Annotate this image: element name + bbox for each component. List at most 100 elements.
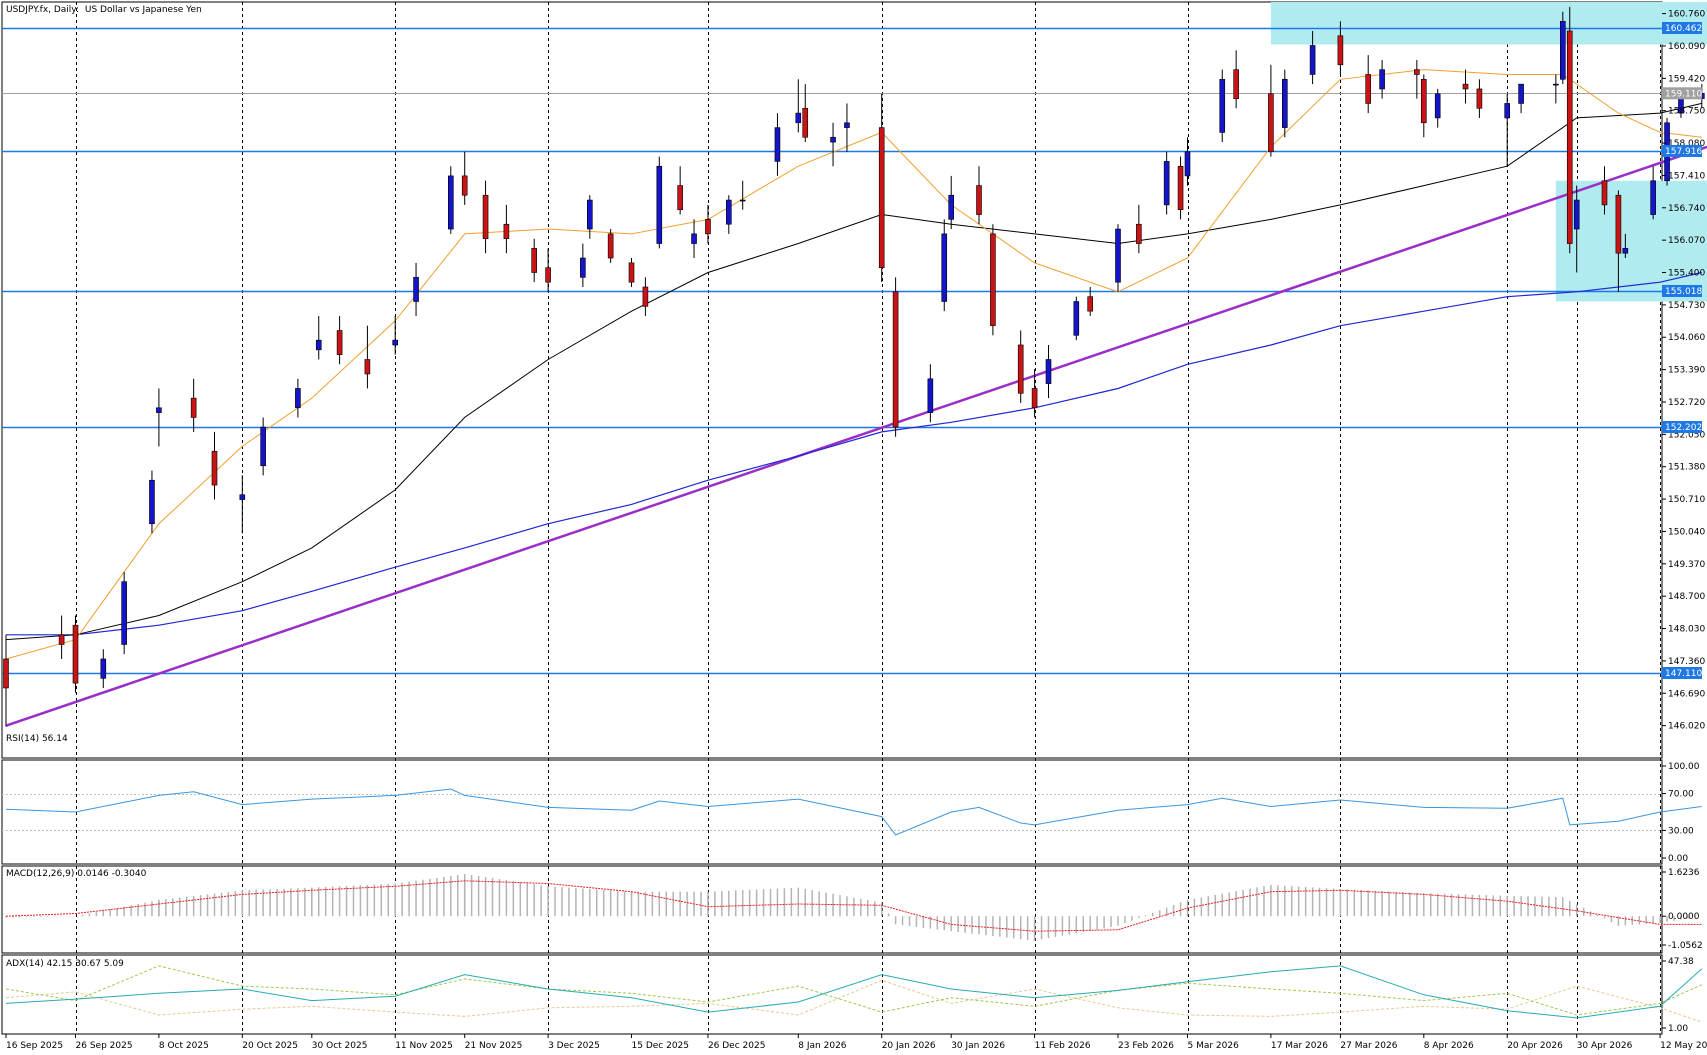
candle-body xyxy=(58,634,65,645)
candle xyxy=(941,219,948,312)
candle-body xyxy=(948,194,955,220)
candle-body xyxy=(295,388,301,409)
candle xyxy=(976,166,982,225)
plus-di-line xyxy=(5,965,1703,1016)
candle-body xyxy=(1177,165,1184,211)
candle xyxy=(1017,330,1024,403)
rsi-axis-label: 30.00 xyxy=(1668,826,1694,836)
price-label-box xyxy=(1662,87,1702,100)
candle xyxy=(1233,50,1239,109)
price-zone xyxy=(1555,180,1707,302)
candle-body xyxy=(927,378,934,413)
candle xyxy=(1462,69,1469,104)
adx-title: ADX(14) 42.15 30.67 5.09 xyxy=(6,959,124,969)
candle xyxy=(1622,233,1629,259)
candle xyxy=(580,243,586,288)
candle xyxy=(830,122,836,167)
candle-body xyxy=(1233,69,1239,99)
candle xyxy=(364,325,371,389)
candle-body xyxy=(1553,83,1559,86)
candle-body xyxy=(1073,301,1080,336)
candle xyxy=(1282,69,1288,138)
candles xyxy=(3,6,1705,727)
candle-body xyxy=(705,219,711,235)
candle xyxy=(461,151,468,205)
candle xyxy=(1073,296,1080,341)
candle-body xyxy=(1601,180,1608,206)
price-axis-label: 160.090 xyxy=(1668,42,1705,52)
candle-body xyxy=(677,185,683,211)
candle-body xyxy=(156,407,162,413)
candle-body xyxy=(190,397,197,418)
time-tick-label: 30 Apr 2026 xyxy=(1577,1041,1633,1051)
candle xyxy=(586,195,593,239)
candle xyxy=(892,277,899,437)
candle-body xyxy=(1566,30,1573,244)
candle xyxy=(315,315,322,360)
candle-body xyxy=(1337,35,1344,66)
price-label-text: 155.018 xyxy=(1665,287,1702,297)
time-tick-label: 30 Oct 2025 xyxy=(312,1041,368,1051)
time-tick-label: 11 Nov 2025 xyxy=(395,1041,453,1051)
candle xyxy=(642,277,649,316)
panel-adx xyxy=(1,954,1663,1035)
price-axis-label: 156.740 xyxy=(1668,204,1705,214)
adx-axis-label: 47.38 xyxy=(1668,957,1694,967)
candle-body xyxy=(1268,93,1274,153)
price-axis-label: 148.030 xyxy=(1668,625,1705,635)
candle-body xyxy=(239,494,246,500)
candle-body xyxy=(211,450,218,486)
price-axis-label: 150.710 xyxy=(1668,495,1705,505)
candle xyxy=(927,364,934,423)
candle xyxy=(739,180,746,210)
rsi-title: RSI(14) 56.14 xyxy=(6,734,68,744)
candle-body xyxy=(1434,93,1441,119)
time-tick-label: 11 Feb 2026 xyxy=(1035,1041,1091,1051)
candle-body xyxy=(1136,223,1142,244)
time-tick-label: 8 Jan 2026 xyxy=(798,1041,846,1051)
candle-body xyxy=(149,479,155,525)
candle xyxy=(295,378,301,418)
time-tick-label: 8 Oct 2025 xyxy=(159,1041,209,1051)
price-axis-label: 152.050 xyxy=(1668,430,1705,440)
candle-body xyxy=(1615,194,1622,254)
candle-body xyxy=(892,291,899,428)
candle-body xyxy=(802,107,809,138)
candle xyxy=(656,156,663,249)
candle-body xyxy=(607,233,614,259)
candle xyxy=(211,431,218,500)
price-axis: 160.760 160.090 159.420 158.750 158.080 157.4… xyxy=(1662,10,1705,1034)
time-tick-label: 27 Mar 2026 xyxy=(1340,1041,1397,1051)
candle xyxy=(1136,204,1142,254)
price-zone xyxy=(1270,2,1707,45)
candle xyxy=(691,219,697,259)
candle xyxy=(1045,344,1052,399)
candle-body xyxy=(739,199,746,202)
candle-body xyxy=(545,267,551,283)
candle-body xyxy=(642,286,649,307)
candle xyxy=(156,388,162,447)
indicator-panels xyxy=(2,788,1703,1023)
panel-main xyxy=(1,1,1663,759)
price-axis-label: 152.720 xyxy=(1668,398,1705,408)
candle-body xyxy=(1184,151,1191,177)
rsi-axis-label: 100.00 xyxy=(1668,762,1700,772)
price-axis-label: 155.400 xyxy=(1668,269,1705,279)
candle xyxy=(1518,83,1524,114)
candle-body xyxy=(364,359,371,375)
candle-body xyxy=(100,658,107,679)
horizontal-levels xyxy=(2,27,1662,675)
ma-slow-line xyxy=(6,271,1702,636)
time-tick-label: 17 Mar 2026 xyxy=(1271,1041,1328,1051)
candle xyxy=(1031,369,1038,418)
candle xyxy=(725,195,732,234)
candle xyxy=(531,238,538,283)
candle xyxy=(705,204,711,244)
candle-body xyxy=(1573,199,1580,230)
candle-body xyxy=(336,330,343,355)
candle xyxy=(990,224,996,336)
candle xyxy=(1163,151,1170,215)
candle-body xyxy=(1282,78,1288,128)
candle-body xyxy=(121,581,127,645)
time-tick-label: 21 Nov 2025 xyxy=(465,1041,523,1051)
